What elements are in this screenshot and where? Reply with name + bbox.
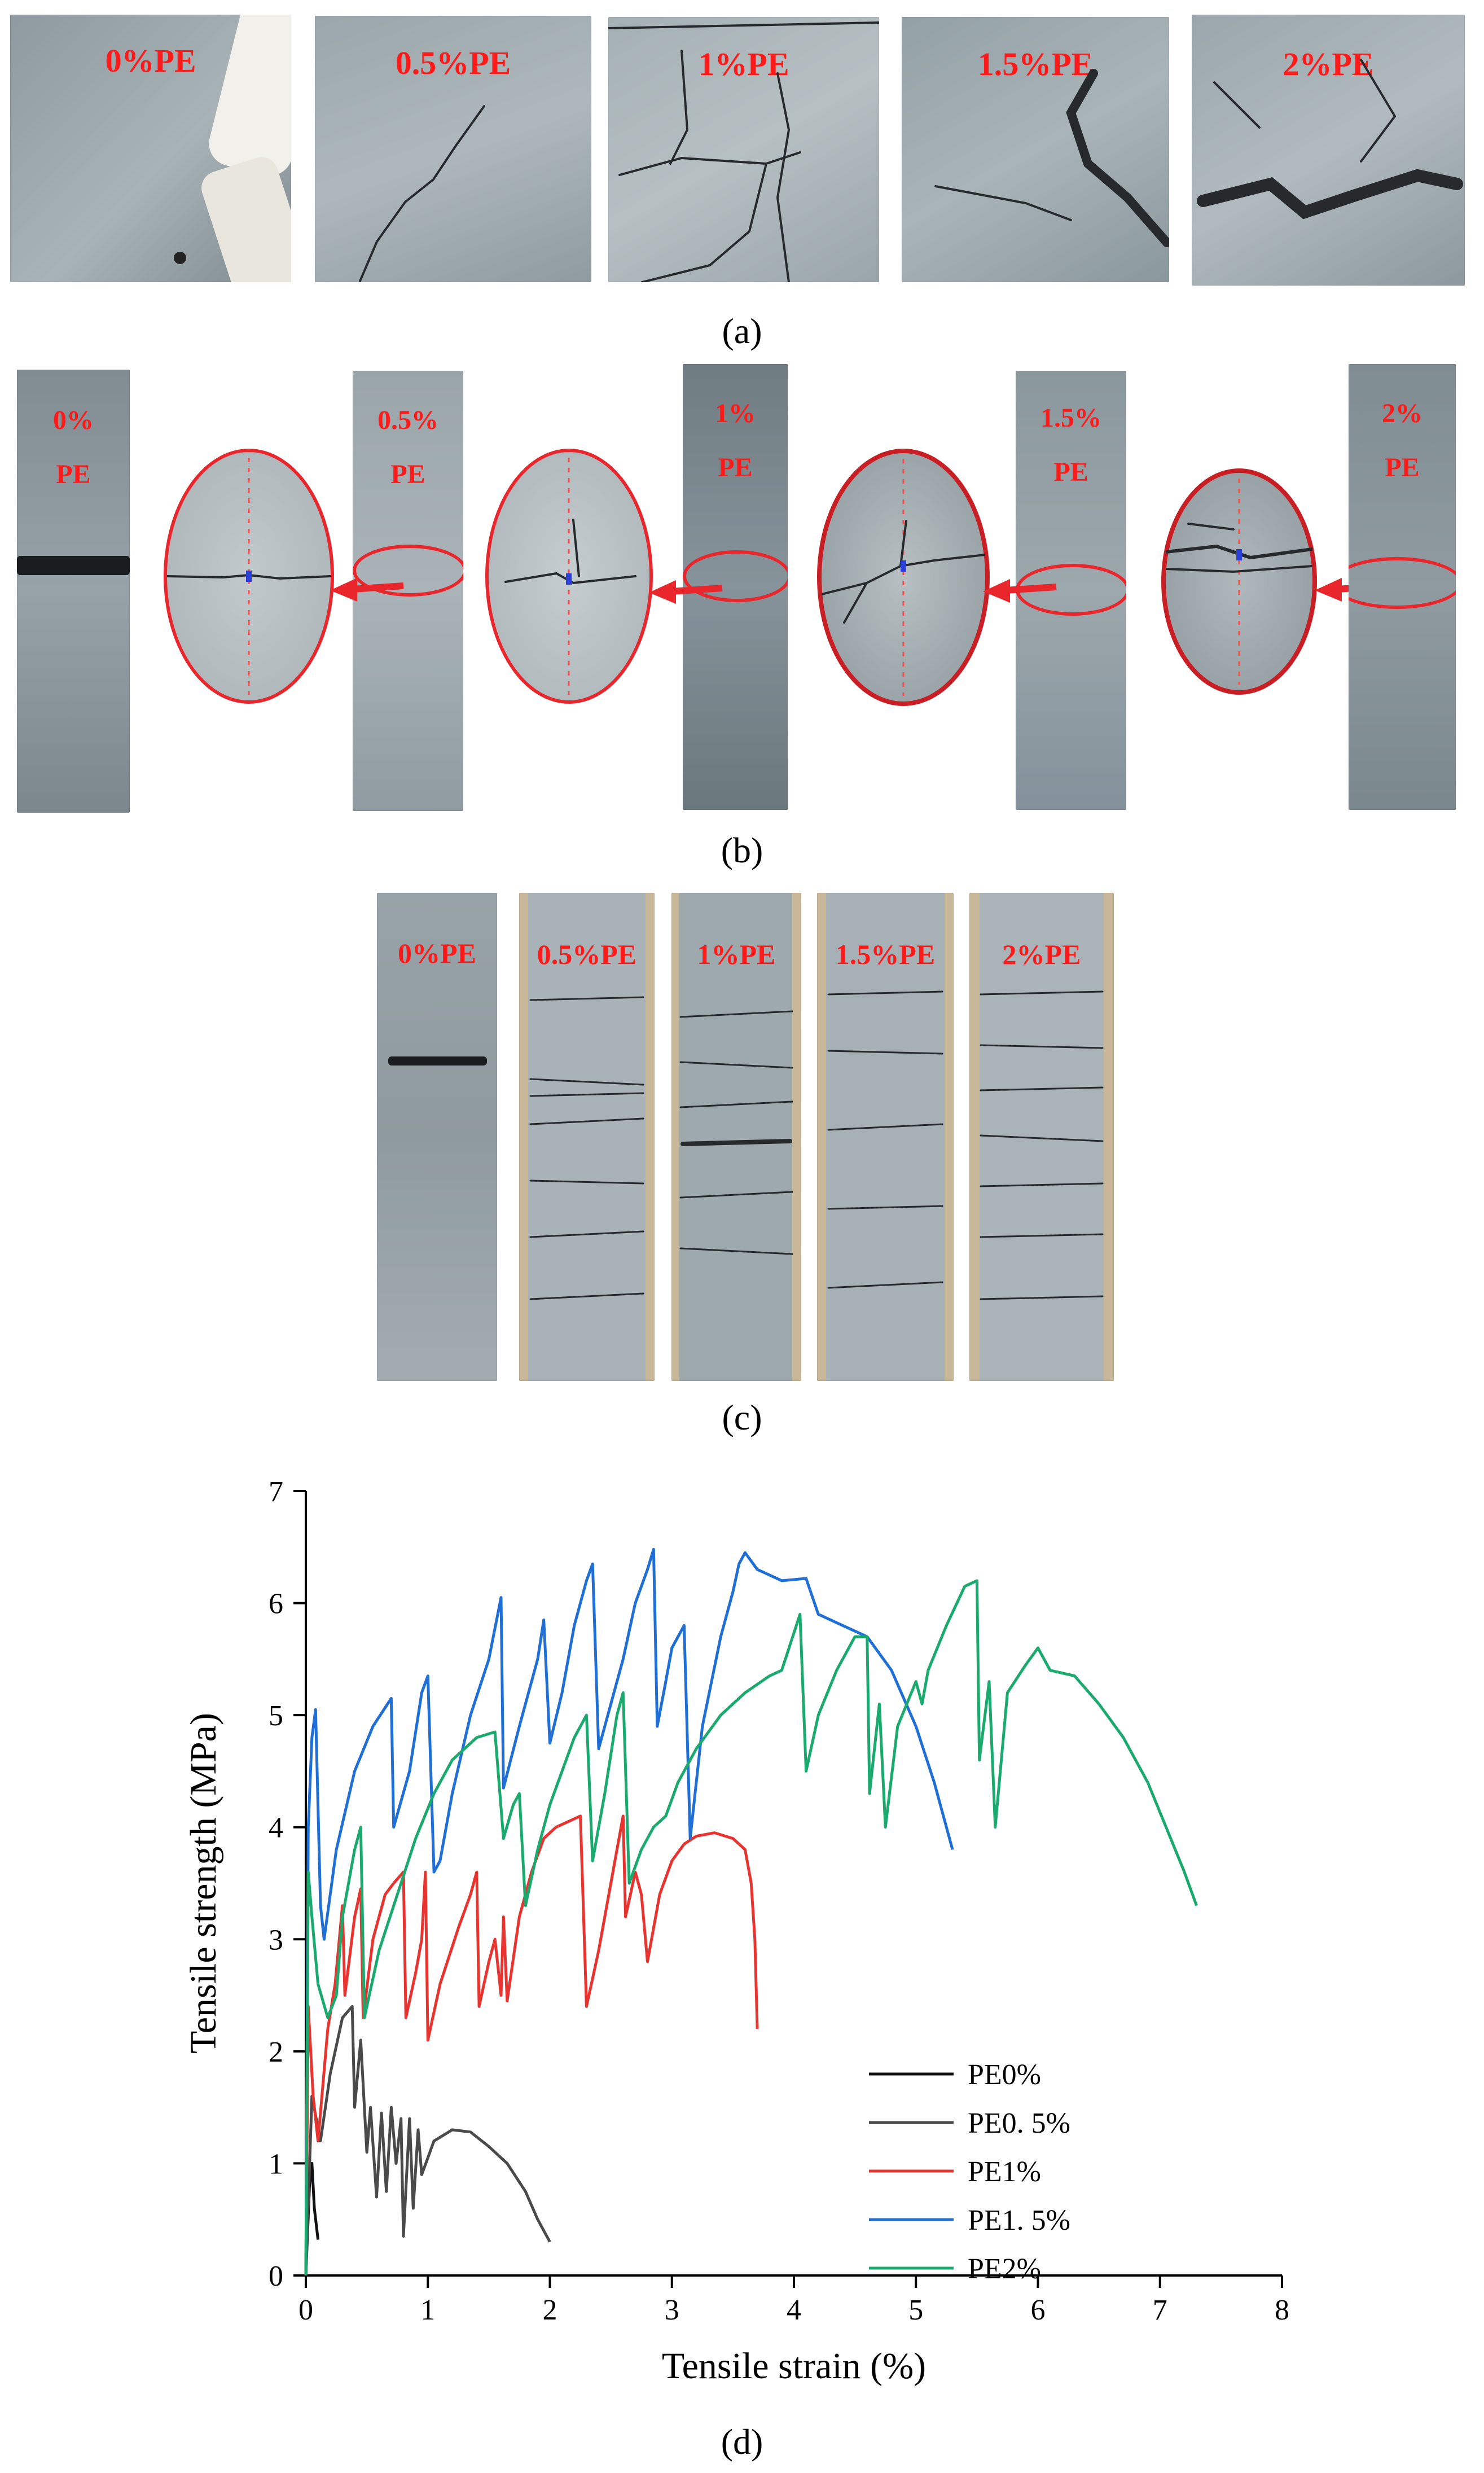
y-tick-label: 0 [269,2260,283,2292]
specimen-label: 1%PE [698,46,789,82]
dogbone-photo-c-3: 1.5%PE [817,893,954,1381]
specimen-label: 0%PE [398,937,476,969]
y-axis-label: Tensile strength (MPa) [183,1713,224,2054]
legend-label: PE2% [968,2253,1041,2285]
x-tick-label: 5 [908,2294,923,2326]
specimen-pct-label: 2% [1382,398,1422,428]
specimen-label: 0%PE [105,42,196,79]
series-line-4 [304,1579,1198,2276]
specimen-photo-a-2: 1%PE [608,17,879,282]
x-axis-label: Tensile strain (%) [662,2345,926,2387]
x-tick-label: 4 [787,2294,801,2326]
arrow-icon [649,580,723,604]
y-tick-label: 2 [269,2036,283,2068]
crack-zoom-circle [817,449,990,706]
specimen-label: 0.5%PE [537,939,637,970]
y-tick-label: 4 [269,1812,283,1844]
x-tick-label: 3 [665,2294,679,2326]
dogbone-photo-c-1: 0.5%PE [519,893,655,1381]
specimen-photo-a-4: 2%PE [1192,15,1465,286]
specimen-photo-a-3: 1.5%PE [902,17,1169,282]
dogbone-photo-c-2: 1%PE [671,893,801,1381]
x-tick-label: 6 [1031,2294,1046,2326]
crack-zoom-circle [485,449,653,704]
panel-caption: (b) [721,830,763,870]
panel-caption: (d) [721,2422,763,2462]
legend-label: PE1. 5% [968,2204,1070,2237]
series-line-3 [304,1547,954,2276]
y-tick-label: 5 [269,1700,283,1732]
specimen-label: 1.5%PE [977,46,1094,82]
specimen-label: 2%PE [1283,46,1374,82]
specimen-pe-label: PE [1385,453,1420,483]
y-tick-label: 3 [269,1924,283,1956]
specimen-label: 2%PE [1002,939,1081,970]
x-tick-label: 2 [543,2294,557,2326]
specimen-pct-label: 1% [715,398,756,428]
y-tick-label: 7 [269,1476,283,1508]
crack-zoom-circle [164,449,334,704]
specimen-pe-label: PE [1053,457,1088,487]
legend-label: PE0% [968,2059,1041,2091]
specimen-photo-a-1: 0.5%PE [315,16,591,282]
panel-caption: (a) [722,311,762,351]
y-tick-label: 6 [269,1588,283,1620]
x-tick-label: 8 [1275,2294,1289,2326]
panel-caption: (c) [722,1397,762,1437]
specimen-pe-label: PE [718,453,753,483]
specimen-label: 1%PE [697,939,776,970]
legend-label: PE0. 5% [968,2107,1070,2139]
specimen-strip-b-4: 2% PE [1349,364,1456,810]
arrow-icon [983,579,1057,603]
specimen-strip-b-0: 0% PE [17,370,130,813]
dogbone-photo-c-0: 0%PE [377,893,497,1381]
x-tick-label: 1 [420,2294,435,2326]
specimen-pct-label: 0.5% [377,405,438,435]
x-tick-label: 7 [1153,2294,1167,2326]
specimen-pct-label: 1.5% [1040,403,1101,433]
series-line-1 [304,2005,551,2276]
specimen-pe-label: PE [390,459,425,489]
specimen-strip-b-3: 1.5% PE [1016,371,1126,810]
y-tick-label: 1 [269,2148,283,2180]
specimen-pe-label: PE [56,459,91,489]
crack-zoom-circle [1161,468,1317,695]
specimen-pct-label: 0% [53,405,94,435]
x-tick-label: 0 [298,2294,313,2326]
specimen-label: 1.5%PE [835,939,936,970]
specimen-photo-a-0: 0%PE [10,15,291,282]
dogbone-photo-c-4: 2%PE [969,893,1114,1381]
specimen-label: 0.5%PE [395,45,511,81]
arrow-icon [330,578,404,602]
tensile-chart: 0 1 2 3 4 5 6 7 8 0 1 2 3 4 5 6 7 Tensile strain (%) Tensi… [183,1476,1289,2387]
legend-label: PE1% [968,2156,1041,2188]
